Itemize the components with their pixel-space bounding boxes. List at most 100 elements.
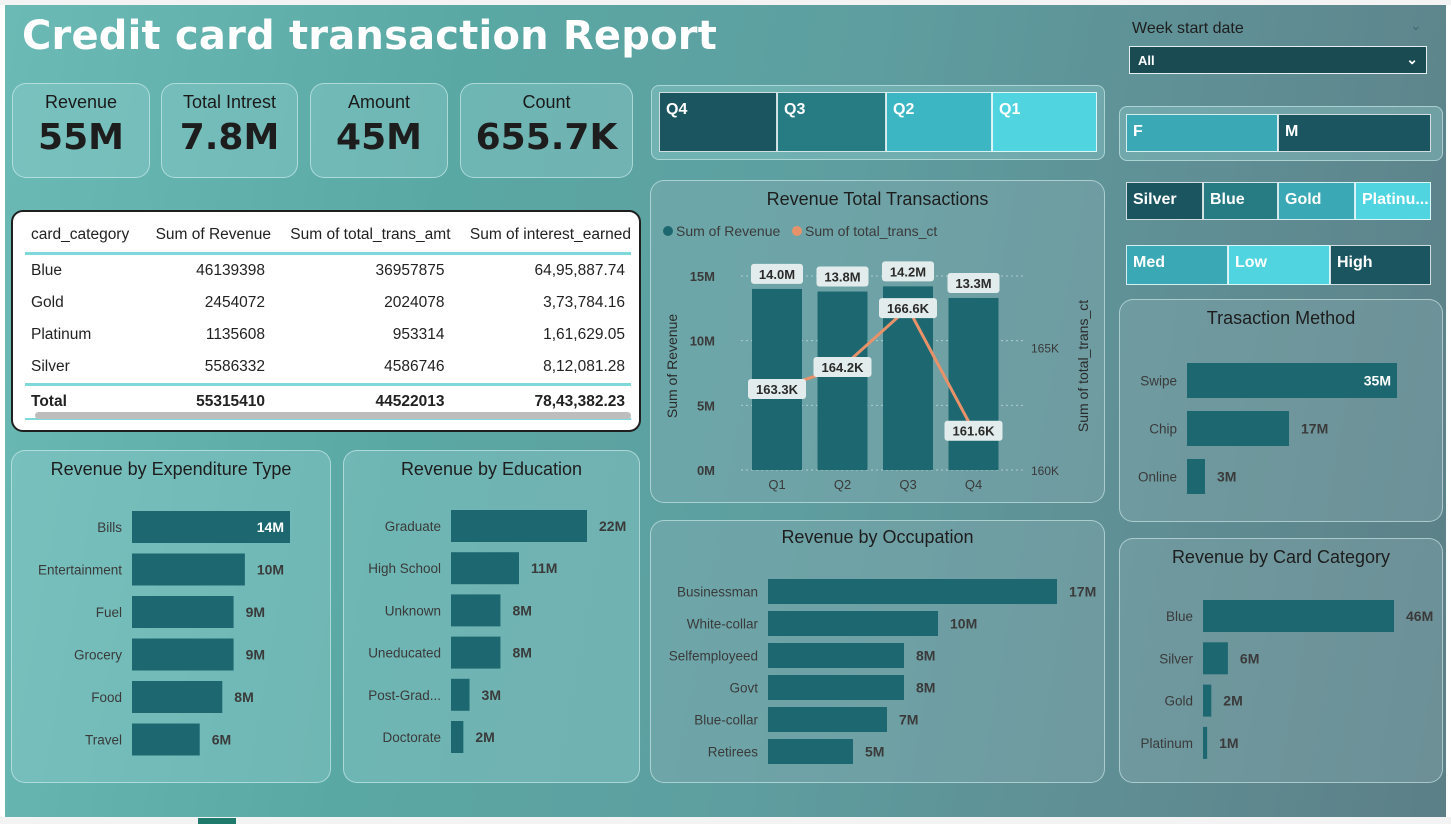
data-label: 8M <box>512 602 531 618</box>
data-label: 14.2M <box>890 264 926 279</box>
bar <box>817 291 868 470</box>
table-row[interactable]: Blue 46139398 36957875 64,95,887.74 <box>25 254 631 288</box>
category-label: Graduate <box>385 519 441 534</box>
table-row[interactable]: Platinum 1135608 953314 1,61,629.05 <box>25 319 631 351</box>
data-label: 17M <box>1301 421 1328 437</box>
kpi-card-amount[interactable]: Amount 45M <box>310 83 448 178</box>
slicer-item-q3[interactable]: Q3 <box>777 92 886 152</box>
data-label: 14M <box>257 519 284 535</box>
slicer-item-q1[interactable]: Q1 <box>992 92 1097 152</box>
week-filter-dropdown[interactable]: All ⌄ <box>1129 46 1427 74</box>
slicer-item-m[interactable]: M <box>1278 114 1431 152</box>
transaction-method-chart-panel[interactable]: Trasaction Method Swipe 35M Chip 17M Online 3… <box>1119 299 1443 522</box>
active-page-tab[interactable] <box>198 818 236 824</box>
slicer-item-f[interactable]: F <box>1126 114 1278 152</box>
bar <box>132 723 200 756</box>
data-label: 10M <box>257 562 284 578</box>
kpi-value: 655.7K <box>475 117 618 158</box>
data-label: 8M <box>234 689 253 705</box>
bar <box>451 510 587 542</box>
category-label: Swipe <box>1140 374 1177 389</box>
column-header[interactable]: Sum of interest_earned <box>450 222 631 255</box>
category-label: Silver <box>1159 651 1193 666</box>
chart-title: Revenue by Education <box>400 459 583 479</box>
bar <box>768 643 904 668</box>
card-category-table[interactable]: card_category Sum of Revenue Sum of tota… <box>11 210 641 432</box>
category-label: Post-Grad... <box>368 688 441 703</box>
table-cell: 3,73,784.16 <box>543 294 625 311</box>
kpi-card-revenue[interactable]: Revenue 55M <box>12 83 150 178</box>
data-label-bg <box>882 261 934 282</box>
bar <box>132 638 234 671</box>
bar <box>1203 684 1212 717</box>
y2-tick-label: 165K <box>1031 341 1059 355</box>
quarter-slicer: Q4 Q3 Q2 Q1 <box>659 92 1097 152</box>
y-tick-label: 10M <box>690 334 715 349</box>
column-header[interactable]: Sum of Revenue <box>141 222 272 255</box>
x-tick-label: Q4 <box>965 477 982 492</box>
data-label: 2M <box>1223 693 1242 709</box>
table-cell: 4586746 <box>384 358 445 375</box>
category-label: Food <box>91 690 122 705</box>
y-axis-title: Sum of Revenue <box>664 314 680 418</box>
category-label: Entertainment <box>38 563 122 578</box>
data-label: 3M <box>1217 469 1236 485</box>
table-row[interactable]: Gold 2454072 2024078 3,73,784.16 <box>25 287 631 319</box>
education-chart-panel[interactable]: Revenue by Education Graduate 22M High Sch… <box>343 450 640 783</box>
table-cell: 46139398 <box>196 262 266 279</box>
slicer-item-med[interactable]: Med <box>1126 245 1228 285</box>
gender-slicer: F M <box>1126 114 1431 152</box>
slicer-item-blue[interactable]: Blue <box>1203 182 1278 220</box>
chart-title: Revenue by Expenditure Type <box>50 459 292 479</box>
slicer-item-silver[interactable]: Silver <box>1126 182 1203 220</box>
column-header[interactable]: Sum of total_trans_amt <box>271 222 451 255</box>
chevron-down-icon[interactable]: ⌄ <box>1410 18 1422 34</box>
card-category-bar-chart: Blue 46M Silver 6M Gold 2M Platinum 1M <box>1140 600 1433 759</box>
table-row[interactable]: Silver 5586332 4586746 8,12,081.28 <box>25 351 631 385</box>
expenditure-chart-panel[interactable]: Revenue by Expenditure Type Bills 14M Ente… <box>11 450 331 783</box>
legend-label: Sum of Revenue <box>676 223 780 239</box>
data-label: 164.2K <box>822 360 865 375</box>
slicer-item-q2[interactable]: Q2 <box>886 92 992 152</box>
occupation-bar-chart: Businessman 17M White-collar 10M Selfemploye… <box>669 579 1096 764</box>
combo-chart: Sum of Revenue Sum of total_trans_ct 0M 5M 1… <box>663 223 1091 492</box>
slicer-item-platinum[interactable]: Platinu... <box>1355 182 1431 220</box>
bar <box>768 579 1057 604</box>
data-label: 35M <box>1364 373 1391 389</box>
bar <box>132 553 245 586</box>
kpi-label: Count <box>522 92 571 112</box>
card-category-chart-panel[interactable]: Revenue by Card Category Blue 46M Silver 6M… <box>1119 538 1443 783</box>
bar <box>451 552 519 585</box>
column-header[interactable]: card_category <box>25 222 142 255</box>
table-cell: Platinum <box>31 326 92 343</box>
table-cell: Silver <box>31 358 70 375</box>
slicer-item-low[interactable]: Low <box>1228 245 1330 285</box>
bar <box>1187 411 1289 446</box>
legend-marker-transactions <box>792 226 802 236</box>
data-label: 7M <box>899 712 918 728</box>
kpi-card-count[interactable]: Count 655.7K <box>460 83 633 178</box>
revenue-transactions-chart-panel[interactable]: Revenue Total Transactions Sum of Revenu… <box>650 180 1105 503</box>
table-cell: Blue <box>31 262 63 279</box>
table-cell: 36957875 <box>375 262 445 279</box>
bar <box>132 681 223 713</box>
bar <box>768 675 904 700</box>
category-label: Fuel <box>96 605 122 620</box>
slicer-item-q4[interactable]: Q4 <box>659 92 777 152</box>
category-label: Retirees <box>708 745 759 760</box>
data-label-bg <box>947 272 1000 293</box>
category-label: Platinum <box>1140 736 1193 751</box>
data-label: 5M <box>865 744 884 760</box>
education-bar-chart: Graduate 22M High School 11M Unknown 8M Uneduc… <box>368 510 626 753</box>
kpi-value: 55M <box>38 117 124 158</box>
data-label: 11M <box>531 560 557 576</box>
data-label: 10M <box>950 616 977 632</box>
occupation-chart-panel[interactable]: Revenue by Occupation Businessman 17M Whit… <box>650 520 1105 783</box>
slicer-item-high[interactable]: High <box>1330 245 1431 285</box>
report-canvas: Credit card transaction Report Revenue 5… <box>5 5 1446 817</box>
table-horizontal-scrollbar[interactable] <box>35 412 631 419</box>
slicer-item-gold[interactable]: Gold <box>1278 182 1355 220</box>
kpi-card-interest[interactable]: Total Intrest 7.8M <box>161 83 298 178</box>
bar <box>948 297 999 470</box>
bar <box>1203 600 1394 632</box>
